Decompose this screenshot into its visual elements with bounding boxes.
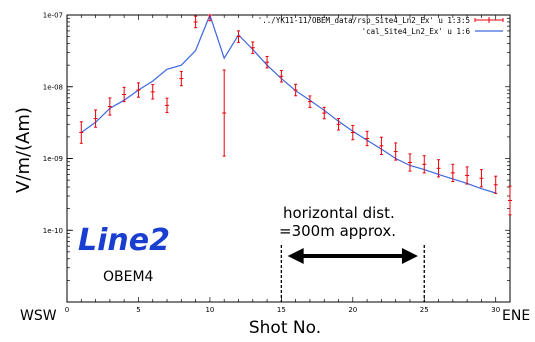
observed-point [222,69,227,157]
distance-dashed-lines [280,245,425,302]
calculated-series [80,13,496,194]
distance-arrow [287,248,418,264]
observed-point [79,121,84,144]
observed-point [508,185,512,216]
x-tick-label: 20 [348,306,357,314]
observed-point [193,15,198,29]
legend-sample-observed [474,17,504,23]
y-tick-label: 1e-08 [43,83,63,91]
observed-point [379,136,384,155]
observed-point [493,175,498,194]
observed-point [322,106,327,120]
observed-point [422,155,427,174]
plot-frame [66,14,511,303]
observed-point [479,169,484,188]
observed-point [279,70,284,83]
x-axis-ticks: 0 5 10 15 20 25 30 [65,15,511,314]
x-tick-label: 15 [277,306,286,314]
x-axis-right-direction: ENE [502,308,530,324]
observed-point [393,142,398,161]
y-axis-ticks: 1e-07 1e-08 1e-09 1e-10 [43,12,510,303]
observed-point [236,30,241,43]
line-name-annotation: Line2 [78,223,170,258]
legend-label-calculated: 'cal_Site4_Ln2_Ex' u 1:6 [362,27,471,36]
x-tick-label: 0 [65,306,69,314]
observed-point [165,97,170,114]
observed-series [79,14,512,216]
observed-point [465,166,470,185]
observed-point [93,109,98,128]
y-tick-label: 1e-09 [43,155,63,163]
observed-point [179,70,184,87]
observed-point [150,84,155,100]
x-tick-label: 25 [420,306,429,314]
observed-point [136,82,141,98]
observed-point [436,159,441,178]
observed-point [307,95,312,108]
x-tick-label: 30 [491,306,500,314]
legend-label-observed: '../YK11-11/OBEM_data/rsp_Site4_Ln2_Ex' … [258,16,470,25]
observed-point [265,55,270,69]
observed-point [350,124,355,141]
x-axis-label: Shot No. [249,318,321,338]
observed-point [407,153,412,172]
observed-point [250,41,255,54]
observed-point [122,86,127,103]
observed-point [107,97,112,116]
calculated-line [80,13,496,194]
observed-point [207,14,212,22]
observed-point [365,130,370,147]
distance-annotation-line2: =300m approx. [279,222,396,240]
arrow-head-right [401,248,418,264]
station-annotation: OBEM4 [103,269,154,285]
x-tick-label: 10 [205,306,214,314]
arrow-head-left [287,248,304,264]
x-axis-left-direction: WSW [20,308,57,324]
y-axis-label: V/m/(Am) [13,107,34,193]
y-tick-label: 1e-10 [43,227,63,235]
y-tick-label: 1e-07 [43,12,63,20]
x-tick-label: 5 [136,306,140,314]
observed-point [450,163,455,183]
legend: '../YK11-11/OBEM_data/rsp_Site4_Ln2_Ex' … [258,16,504,36]
observed-point [336,118,341,131]
observed-point [293,83,298,97]
distance-annotation-line1: horizontal dist. [283,204,395,222]
